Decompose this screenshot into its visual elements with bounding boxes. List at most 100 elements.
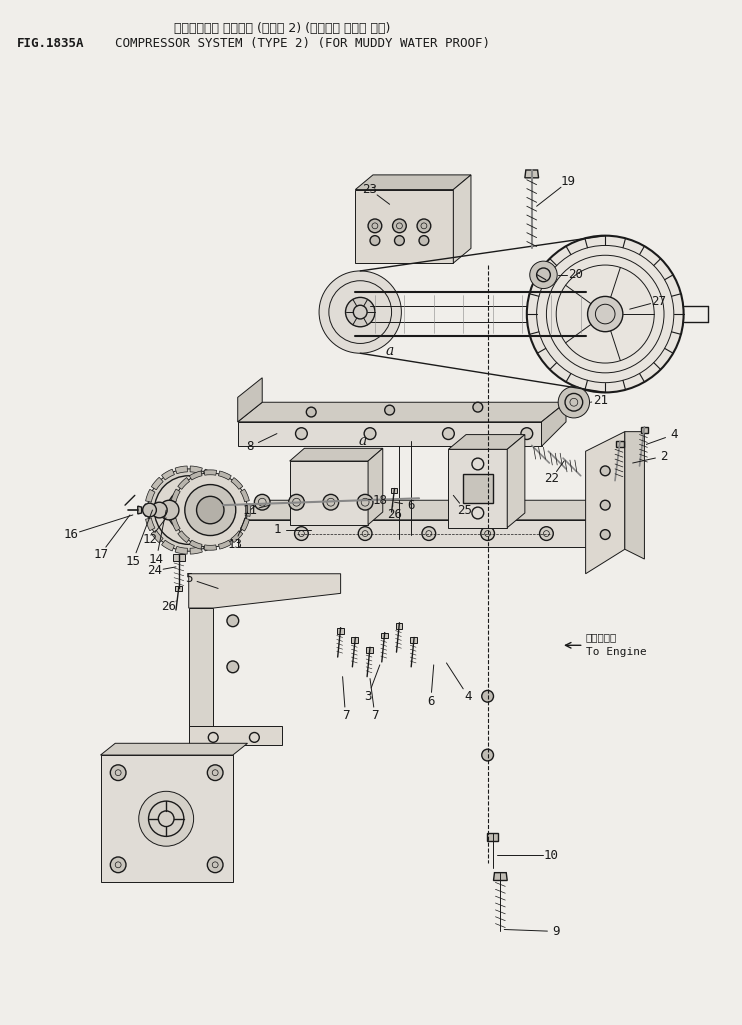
Circle shape — [151, 502, 167, 518]
Circle shape — [600, 500, 610, 510]
Bar — [463, 474, 493, 503]
Polygon shape — [175, 586, 182, 591]
Wedge shape — [218, 540, 232, 549]
Polygon shape — [508, 435, 525, 528]
Text: 14: 14 — [149, 552, 164, 566]
Polygon shape — [289, 461, 368, 525]
Polygon shape — [237, 500, 615, 520]
Circle shape — [255, 494, 270, 510]
Wedge shape — [190, 546, 203, 555]
Text: 20: 20 — [568, 269, 583, 281]
Polygon shape — [100, 755, 233, 883]
Text: 7: 7 — [342, 709, 349, 723]
Wedge shape — [240, 519, 249, 531]
Circle shape — [530, 261, 557, 289]
Polygon shape — [188, 726, 282, 745]
Wedge shape — [223, 489, 232, 502]
Polygon shape — [591, 500, 615, 547]
Circle shape — [393, 219, 407, 233]
Circle shape — [358, 527, 372, 540]
Circle shape — [207, 765, 223, 780]
Text: 26: 26 — [162, 600, 177, 613]
Circle shape — [160, 500, 179, 520]
Polygon shape — [355, 175, 471, 190]
Text: 21: 21 — [593, 394, 608, 407]
Text: 23: 23 — [363, 183, 378, 196]
Circle shape — [588, 296, 623, 332]
Polygon shape — [542, 402, 566, 446]
Wedge shape — [240, 489, 249, 502]
Circle shape — [323, 494, 338, 510]
Text: a: a — [358, 435, 367, 449]
Wedge shape — [162, 469, 174, 480]
Text: 25: 25 — [458, 503, 473, 517]
Wedge shape — [178, 478, 189, 489]
Wedge shape — [223, 518, 232, 531]
Circle shape — [600, 530, 610, 539]
Text: 4: 4 — [670, 428, 677, 441]
Polygon shape — [493, 872, 508, 880]
Text: 2: 2 — [660, 450, 668, 462]
Circle shape — [442, 427, 454, 440]
Circle shape — [306, 407, 316, 417]
Polygon shape — [453, 175, 471, 263]
Polygon shape — [487, 833, 499, 842]
Circle shape — [422, 527, 436, 540]
Polygon shape — [355, 190, 453, 263]
Text: 27: 27 — [651, 295, 666, 308]
Polygon shape — [585, 432, 625, 574]
Text: 12: 12 — [142, 533, 157, 546]
Circle shape — [148, 468, 230, 551]
Text: COMPRESSOR SYSTEM (TYPE 2) (FOR MUDDY WATER PROOF): COMPRESSOR SYSTEM (TYPE 2) (FOR MUDDY WA… — [115, 37, 490, 49]
Circle shape — [111, 765, 126, 780]
Circle shape — [539, 527, 554, 540]
Polygon shape — [640, 426, 649, 433]
Wedge shape — [162, 540, 174, 551]
Text: 6: 6 — [407, 498, 415, 511]
Circle shape — [289, 494, 304, 510]
Text: 22: 22 — [544, 473, 559, 485]
Circle shape — [384, 405, 395, 415]
Text: 4: 4 — [464, 690, 472, 703]
Polygon shape — [395, 623, 402, 628]
Text: 15: 15 — [125, 555, 140, 568]
Circle shape — [558, 386, 590, 418]
Circle shape — [111, 857, 126, 872]
Polygon shape — [390, 489, 398, 493]
Wedge shape — [245, 503, 251, 517]
Wedge shape — [190, 466, 203, 474]
Circle shape — [346, 297, 375, 327]
Circle shape — [417, 219, 431, 233]
Text: a: a — [386, 344, 394, 359]
Polygon shape — [173, 555, 185, 561]
Polygon shape — [188, 608, 213, 726]
Polygon shape — [368, 448, 383, 525]
Circle shape — [521, 427, 533, 440]
Circle shape — [364, 427, 376, 440]
Circle shape — [167, 489, 210, 532]
Text: 16: 16 — [64, 528, 79, 541]
Text: 24: 24 — [147, 565, 162, 577]
Circle shape — [227, 661, 239, 672]
Polygon shape — [337, 627, 344, 633]
Polygon shape — [289, 448, 383, 461]
Polygon shape — [138, 506, 142, 514]
Polygon shape — [352, 638, 358, 644]
Text: 13: 13 — [227, 538, 243, 550]
Text: 5: 5 — [185, 572, 192, 585]
Wedge shape — [204, 545, 217, 550]
Polygon shape — [237, 422, 542, 446]
Wedge shape — [151, 530, 163, 543]
Circle shape — [295, 527, 308, 540]
Circle shape — [185, 485, 236, 535]
Text: 9: 9 — [553, 925, 560, 938]
Circle shape — [481, 527, 494, 540]
Text: エンジンヘ: エンジンヘ — [585, 632, 617, 643]
Wedge shape — [218, 470, 232, 480]
Wedge shape — [204, 469, 217, 476]
Polygon shape — [188, 574, 341, 608]
Text: 6: 6 — [427, 695, 435, 707]
Wedge shape — [231, 531, 243, 542]
Wedge shape — [171, 519, 180, 531]
Text: 8: 8 — [246, 440, 255, 453]
